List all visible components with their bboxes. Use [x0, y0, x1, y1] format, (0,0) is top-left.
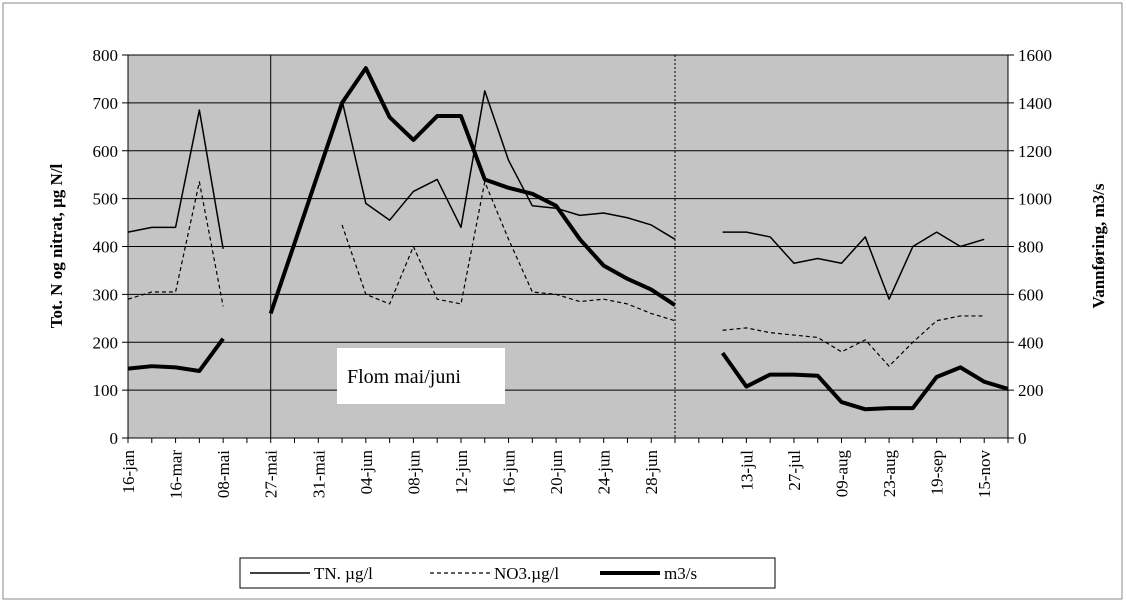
x-tick-label: 19-sep — [928, 450, 947, 495]
x-tick-label: 08-mai — [214, 450, 233, 498]
marks — [127, 66, 1009, 412]
legend-label: m3/s — [664, 564, 697, 583]
y-tick-label: 500 — [93, 190, 119, 209]
x-tick-label: 20-jun — [547, 450, 566, 495]
y2-tick-label: 800 — [1018, 238, 1044, 257]
y2-tick-label: 400 — [1018, 333, 1044, 352]
x-tick-label: 16-jan — [119, 450, 138, 494]
x-tick-label: 09-aug — [833, 450, 852, 498]
y2-tick-label: 200 — [1018, 381, 1044, 400]
y2-axis-label: Vannføring, m3/s — [1089, 183, 1108, 308]
y2-tick-label: 1400 — [1018, 94, 1052, 113]
y-tick-label: 700 — [93, 94, 119, 113]
y-tick-label: 0 — [110, 429, 119, 448]
x-tick-label: 27-mai — [262, 450, 281, 498]
x-tick-label: 15-nov — [975, 450, 994, 499]
y2-tick-label: 1600 — [1018, 46, 1052, 65]
x-tick-label: 16-mar — [167, 450, 186, 499]
y2-tick-label: 600 — [1018, 285, 1044, 304]
y2-tick-label: 0 — [1018, 429, 1027, 448]
x-tick-label: 08-jun — [404, 450, 423, 495]
x-tick-label: 31-mai — [309, 450, 328, 498]
series-line — [127, 66, 1009, 412]
x-tick-label: 12-jun — [452, 450, 471, 495]
x-tick-label: 13-jul — [737, 450, 756, 491]
annotation: Flom mai/juni — [347, 366, 461, 388]
y-tick-label: 200 — [93, 333, 119, 352]
x-tick-label: 28-jun — [642, 450, 661, 495]
y2-tick-label: 1200 — [1018, 142, 1052, 161]
x-tick-label: 27-jul — [785, 450, 804, 491]
grid — [122, 54, 1014, 439]
y-axis-label: Tot. N og nitrat, µg N/l — [47, 163, 66, 328]
legend-label: NO3.µg/l — [494, 564, 559, 583]
y-tick-label: 800 — [93, 46, 119, 65]
x-tick-label: 04-jun — [357, 450, 376, 495]
y-tick-label: 400 — [93, 238, 119, 257]
legend-label: TN. µg/l — [314, 564, 373, 583]
series-line — [127, 181, 985, 367]
series-line — [127, 90, 985, 300]
y-tick-label: 600 — [93, 142, 119, 161]
legend — [239, 557, 776, 589]
y2-tick-label: 1000 — [1018, 190, 1052, 209]
y-tick-label: 300 — [93, 285, 119, 304]
x-tick-label: 23-aug — [880, 450, 899, 498]
x-tick-label: 24-jun — [595, 450, 614, 495]
y-tick-label: 100 — [93, 381, 119, 400]
x-tick-label: 16-jun — [500, 450, 519, 495]
annotation-box — [337, 348, 505, 404]
